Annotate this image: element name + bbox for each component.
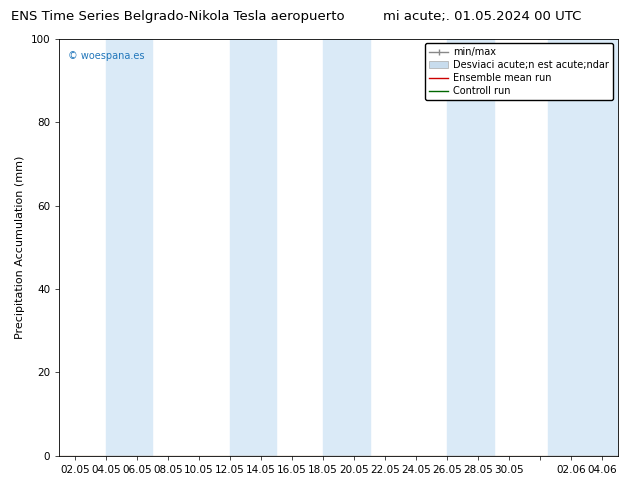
Text: ENS Time Series Belgrado-Nikola Tesla aeropuerto: ENS Time Series Belgrado-Nikola Tesla ae… bbox=[11, 10, 344, 23]
Bar bbox=[230, 39, 276, 456]
Legend: min/max, Desviaci acute;n est acute;ndar, Ensemble mean run, Controll run: min/max, Desviaci acute;n est acute;ndar… bbox=[425, 44, 613, 100]
Bar bbox=[447, 39, 494, 456]
Text: mi acute;. 01.05.2024 00 UTC: mi acute;. 01.05.2024 00 UTC bbox=[383, 10, 581, 23]
Text: © woespana.es: © woespana.es bbox=[68, 51, 144, 61]
Y-axis label: Precipitation Accumulation (mm): Precipitation Accumulation (mm) bbox=[15, 156, 25, 339]
Bar bbox=[106, 39, 152, 456]
Bar bbox=[323, 39, 370, 456]
Bar bbox=[548, 39, 618, 456]
